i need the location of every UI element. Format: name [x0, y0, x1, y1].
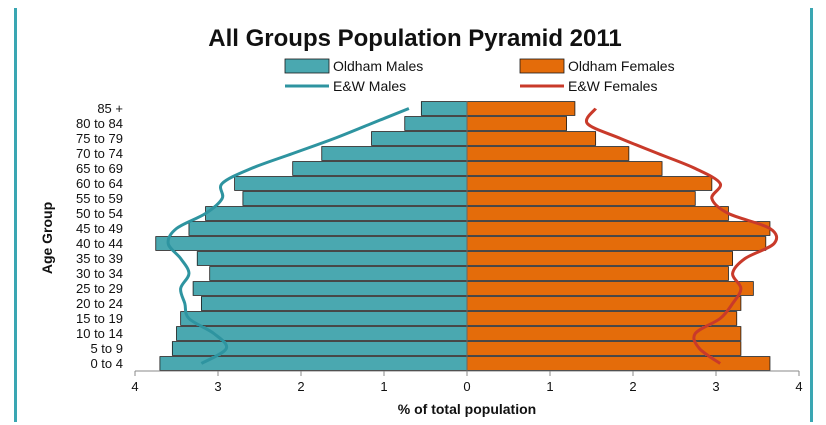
y-tick-label: 65 to 69 [76, 161, 123, 176]
y-tick-label: 15 to 19 [76, 311, 123, 326]
x-tick-label: 4 [131, 379, 138, 394]
x-tick-label: 2 [629, 379, 636, 394]
y-tick-label: 25 to 29 [76, 281, 123, 296]
bar-oldham-females [466, 251, 734, 266]
bar-oldham-females [466, 356, 771, 371]
bar-oldham-females [466, 191, 696, 206]
chart-title: All Groups Population Pyramid 2011 [208, 25, 621, 52]
bar-oldham-females [466, 311, 738, 326]
legend-label: E&W Females [568, 78, 657, 94]
bar-oldham-males [205, 206, 468, 221]
chart-frame [14, 8, 813, 422]
x-tick-label: 3 [712, 379, 719, 394]
x-tick-label: 1 [546, 379, 553, 394]
legend: Oldham Males Oldham Females E&W Males E&W F… [284, 58, 675, 94]
y-tick-label: 75 to 79 [76, 131, 123, 146]
bar-oldham-males [155, 236, 468, 251]
y-tick-label: 50 to 54 [76, 206, 123, 221]
x-tick-label: 0 [463, 379, 470, 394]
bar-oldham-males [188, 221, 468, 236]
bar-oldham-females [466, 206, 729, 221]
x-tick-label: 3 [214, 379, 221, 394]
y-tick-label: 85 + [97, 101, 123, 116]
bar-oldham-females [466, 176, 713, 191]
legend-label: E&W Males [333, 78, 406, 94]
bar-oldham-males [234, 176, 468, 191]
bar-oldham-females [466, 161, 663, 176]
y-axis-title: Age Group [39, 202, 55, 274]
bar-oldham-females [466, 221, 771, 236]
x-tick-label: 2 [297, 379, 304, 394]
bar-oldham-females [466, 131, 597, 146]
x-tick-label: 4 [795, 379, 802, 394]
y-tick-label: 5 to 9 [90, 341, 123, 356]
y-tick-label: 70 to 74 [76, 146, 123, 161]
bar-oldham-females [466, 101, 576, 116]
y-tick-label: 10 to 14 [76, 326, 123, 341]
legend-label: Oldham Males [333, 58, 423, 74]
y-tick-label: 60 to 64 [76, 176, 123, 191]
bar-oldham-females [466, 116, 567, 131]
bar-oldham-males [321, 146, 468, 161]
bar-oldham-females [466, 281, 754, 296]
bar-oldham-females [466, 266, 729, 281]
bar-oldham-males [196, 251, 468, 266]
bar-oldham-males [200, 296, 468, 311]
bar-oldham-males [420, 101, 468, 116]
legend-swatch [284, 58, 330, 74]
bar-oldham-males [242, 191, 468, 206]
y-tick-label: 55 to 59 [76, 191, 123, 206]
y-tick-label: 30 to 34 [76, 266, 123, 281]
line-ew-males [166, 107, 410, 365]
y-tick-label: 45 to 49 [76, 221, 123, 236]
y-tick-label: 80 to 84 [76, 116, 123, 131]
bar-oldham-males [209, 266, 468, 281]
y-tick-label: 0 to 4 [90, 356, 123, 371]
y-tick-label: 35 to 39 [76, 251, 123, 266]
bar-oldham-males [292, 161, 468, 176]
legend-swatch [519, 58, 565, 74]
line-ew-females [584, 107, 779, 365]
y-tick-label: 20 to 24 [76, 296, 123, 311]
x-axis-title: % of total population [398, 401, 536, 417]
bar-oldham-males [171, 341, 468, 356]
x-tick-label: 1 [380, 379, 387, 394]
bar-oldham-females [466, 236, 767, 251]
bar-oldham-males [159, 356, 468, 371]
bar-oldham-males [180, 311, 468, 326]
bar-oldham-females [466, 296, 742, 311]
y-tick-label: 40 to 44 [76, 236, 123, 251]
bar-oldham-females [466, 146, 630, 161]
bar-oldham-males [192, 281, 468, 296]
bar-oldham-males [371, 131, 468, 146]
legend-label: Oldham Females [568, 58, 675, 74]
bar-oldham-males [404, 116, 468, 131]
